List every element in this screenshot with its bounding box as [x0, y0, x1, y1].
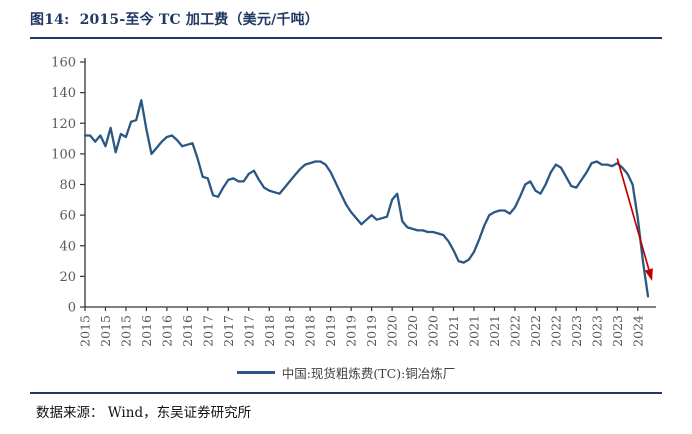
y-tick-label: 140: [51, 86, 76, 101]
legend-series-label: 中国:现货粗炼费(TC):铜冶炼厂: [281, 366, 456, 381]
x-tick-label: 2022: [548, 315, 563, 347]
x-tick-label: 2023: [569, 315, 584, 347]
data-source-note: 数据来源： Wind，东吴证券研究所: [36, 405, 252, 421]
x-tick-label: 2022: [507, 315, 522, 347]
x-tick-label: 2016: [139, 315, 154, 347]
x-tick-label: 2016: [159, 315, 174, 347]
x-tick-label: 2018: [262, 315, 277, 347]
y-tick-label: 100: [51, 147, 76, 162]
x-tick-label: 2019: [364, 315, 379, 347]
x-tick-label: 2018: [282, 315, 297, 347]
y-tick-label: 160: [51, 56, 76, 71]
y-tick-label: 40: [59, 239, 76, 254]
chart-legend: 中国:现货粗炼费(TC):铜冶炼厂: [0, 363, 692, 382]
x-tick-label: 2024: [630, 315, 645, 347]
legend-line-swatch: [236, 371, 275, 374]
title-divider: [30, 37, 662, 39]
x-tick-label: 2020: [426, 315, 441, 347]
x-tick-label: 2017: [241, 315, 256, 347]
x-tick-label: 2019: [344, 315, 359, 347]
x-tick-label: 2015: [98, 315, 113, 347]
x-tick-label: 2021: [487, 315, 502, 347]
x-tick-label: 2015: [118, 315, 133, 347]
x-tick-label: 2016: [180, 315, 195, 347]
figure-title: 图14: 2015-至今 TC 加工费（美元/千吨）: [30, 12, 319, 28]
x-tick-label: 2023: [589, 315, 604, 347]
x-tick-label: 2023: [610, 315, 625, 347]
x-tick-label: 2019: [323, 315, 338, 347]
decline-arrow-head: [644, 268, 653, 281]
y-tick-label: 0: [68, 301, 76, 316]
y-tick-label: 120: [51, 117, 76, 132]
tc-line-chart: 0 20 40 60 80 100 120 140 160 2015 2015 2015 2016 201…: [51, 56, 656, 347]
x-tick-label: 2022: [528, 315, 543, 347]
x-tick-label: 2021: [466, 315, 481, 347]
decline-arrow-shaft: [616, 158, 650, 270]
x-tick-label: 2017: [221, 315, 236, 347]
x-tick-label: 2015: [78, 315, 93, 347]
y-tick-label: 80: [59, 178, 76, 193]
tc-series-line: [83, 99, 650, 298]
y-tick-label: 60: [59, 209, 76, 224]
footer-divider: [30, 392, 662, 394]
y-tick-label: 20: [59, 270, 76, 285]
x-tick-label: 2018: [303, 315, 318, 347]
x-tick-label: 2021: [446, 315, 461, 347]
x-tick-label: 2017: [200, 315, 215, 347]
x-tick-label: 2020: [385, 315, 400, 347]
x-tick-label: 2020: [405, 315, 420, 347]
